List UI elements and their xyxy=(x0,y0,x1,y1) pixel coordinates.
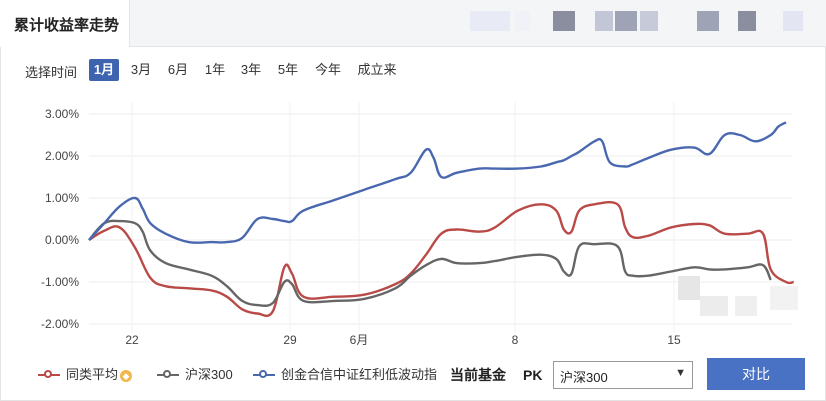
compare-button[interactable]: 对比 xyxy=(707,358,805,390)
blurred-block xyxy=(738,11,756,31)
blurred-block xyxy=(735,296,757,316)
blurred-block xyxy=(640,11,658,31)
legend-dot xyxy=(163,370,171,378)
legend-label: 沪深300 xyxy=(185,367,233,382)
legend-dot xyxy=(44,370,52,378)
blurred-block xyxy=(700,296,728,316)
blurred-block xyxy=(783,11,803,31)
blurred-block xyxy=(697,11,719,31)
tab-bar: 累计收益率走势 xyxy=(0,0,826,47)
benchmark-select[interactable]: 沪深300 ▼ xyxy=(553,361,693,389)
pk-label: PK xyxy=(523,367,543,383)
blurred-block xyxy=(770,286,798,310)
blurred-block xyxy=(595,11,613,31)
blurred-block xyxy=(515,11,530,31)
period-option[interactable]: 1年 xyxy=(204,62,226,77)
tab-title: 累计收益率走势 xyxy=(14,17,120,34)
period-label: 选择时间 xyxy=(25,65,78,80)
period-option[interactable]: 3年 xyxy=(240,62,262,77)
period-option[interactable]: 今年 xyxy=(314,62,341,77)
chart-legend: 同类平均 ◆ 沪深300 创金合信中证红利低波动指 xyxy=(38,364,458,386)
tab-cumulative-return[interactable]: 累计收益率走势 xyxy=(0,0,130,47)
blurred-block xyxy=(678,276,700,300)
benchmark-select-value: 沪深300 xyxy=(560,370,608,385)
blurred-block xyxy=(553,11,575,31)
period-option[interactable]: 1月 xyxy=(89,59,119,81)
gold-badge-icon: ◆ xyxy=(120,369,133,382)
legend-dot xyxy=(259,370,267,378)
period-option[interactable]: 3月 xyxy=(130,62,152,77)
period-option[interactable]: 5年 xyxy=(277,62,299,77)
legend-label: 创金合信中证红利低波动指 xyxy=(281,367,438,382)
current-fund-label: 当前基金 xyxy=(450,367,506,383)
legend-label: 同类平均 ◆ xyxy=(66,364,133,386)
blurred-block xyxy=(470,11,510,31)
blurred-block xyxy=(615,11,637,31)
period-option[interactable]: 6月 xyxy=(167,62,189,77)
legend-label-text: 同类平均 xyxy=(66,367,119,382)
chevron-down-icon: ▼ xyxy=(675,367,686,379)
period-option[interactable]: 成立来 xyxy=(357,62,397,77)
